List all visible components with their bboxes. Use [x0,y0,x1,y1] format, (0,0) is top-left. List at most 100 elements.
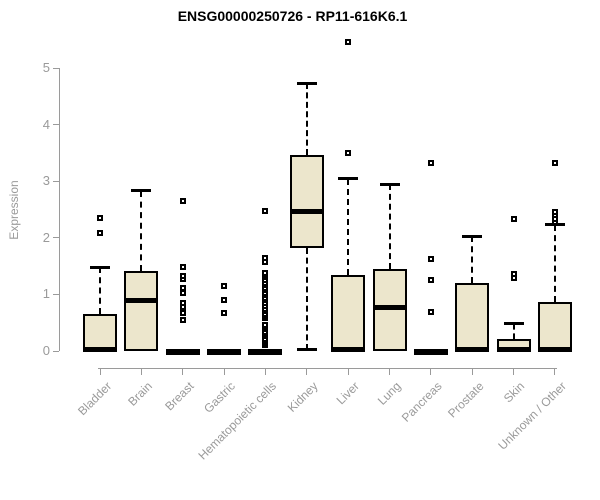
upper-whisker-cap [338,177,359,181]
x-axis-tick [554,369,556,375]
x-tick-label: Brain [125,379,156,409]
box [331,275,366,351]
x-tick-label: Lung [374,379,404,408]
y-tick-label: 2 [42,229,50,245]
outlier-point [179,290,186,297]
chart-title: ENSG00000250726 - RP11-616K6.1 [177,8,408,24]
upper-whisker [388,184,391,269]
x-tick-label: Liver [333,379,363,408]
upper-whisker-cap [296,81,317,85]
outlier-point [427,277,434,284]
y-tick-label: 0 [42,343,50,358]
box [537,301,572,351]
lower-whisker [305,247,308,350]
x-tick-label: Skin [501,379,528,406]
median-line [165,348,200,354]
upper-whisker [99,267,101,315]
outlier-point [345,38,352,45]
x-axis-tick [347,369,349,375]
upper-whisker-cap [462,234,483,238]
box [83,314,117,351]
upper-whisker [347,178,350,276]
median-line [537,347,572,353]
y-axis-tick [53,350,59,352]
x-axis-tick [99,369,101,375]
x-axis-tick [430,369,432,375]
y-tick-label: 4 [42,116,50,132]
x-axis-tick [223,369,225,375]
outlier-point [510,271,517,278]
x-tick-label: Prostate [444,379,487,421]
outlier-point [510,216,517,223]
outlier-point [262,255,269,262]
outlier-point [427,255,434,262]
upper-whisker [305,83,308,156]
outlier-point [427,160,434,167]
outlier-point [221,282,228,289]
outlier-point [345,149,352,156]
outlier-point [97,230,103,237]
y-axis-label: Expression [7,180,21,240]
box [124,270,159,351]
x-axis-tick [264,369,266,375]
y-tick-label: 5 [42,60,50,75]
y-axis-tick [53,67,59,69]
x-axis-tick [513,369,515,375]
outlier-point [179,264,186,271]
upper-whisker [471,236,474,284]
upper-whisker [512,323,515,339]
box [455,283,490,351]
outlier-point [221,310,228,317]
outlier-point [97,214,103,221]
outlier-point [262,321,269,328]
x-tick-label: Bladder [74,379,114,419]
upper-whisker [553,224,556,302]
median-line [83,347,117,353]
outlier-point [179,300,186,307]
upper-whisker-cap [90,265,110,269]
x-tick-label: Kidney [284,379,321,415]
y-axis-tick [53,180,59,182]
outlier-point [179,198,186,204]
x-axis-tick [389,369,391,375]
x-tick-label: Hematopoietic cells [195,379,280,463]
y-tick-label: 3 [42,173,50,189]
outlier-point [551,160,558,167]
box [289,155,324,248]
outlier-point [551,208,558,215]
outlier-point [427,308,434,315]
upper-whisker-cap [503,322,524,326]
x-axis-tick [306,369,308,375]
median-line [496,347,531,353]
median-line [413,348,448,354]
outlier-point [179,316,186,323]
median-line [289,208,324,214]
upper-whisker [140,190,143,271]
median-line [248,348,283,354]
lower-whisker-cap [296,348,317,352]
outlier-point [179,285,186,292]
median-line [124,297,159,303]
x-axis-tick [471,369,473,375]
median-line [455,347,490,353]
y-axis-tick [53,237,59,239]
outlier-point [179,310,186,317]
x-axis-line [98,368,557,369]
outlier-point [262,208,269,215]
outlier-point [262,269,269,276]
x-tick-label: Breast [162,379,197,414]
x-tick-label: Pancreas [399,379,445,425]
median-line [331,347,366,353]
outlier-point [179,273,186,280]
median-line [207,348,242,354]
x-tick-label: Gastric [201,379,238,416]
y-axis-tick [53,293,59,295]
y-axis-line [59,68,60,351]
x-axis-tick [140,369,142,375]
x-axis-tick [182,369,184,375]
y-axis-tick [53,124,59,126]
median-line [372,305,407,311]
outlier-point [221,297,228,304]
y-tick-label: 1 [42,286,50,302]
